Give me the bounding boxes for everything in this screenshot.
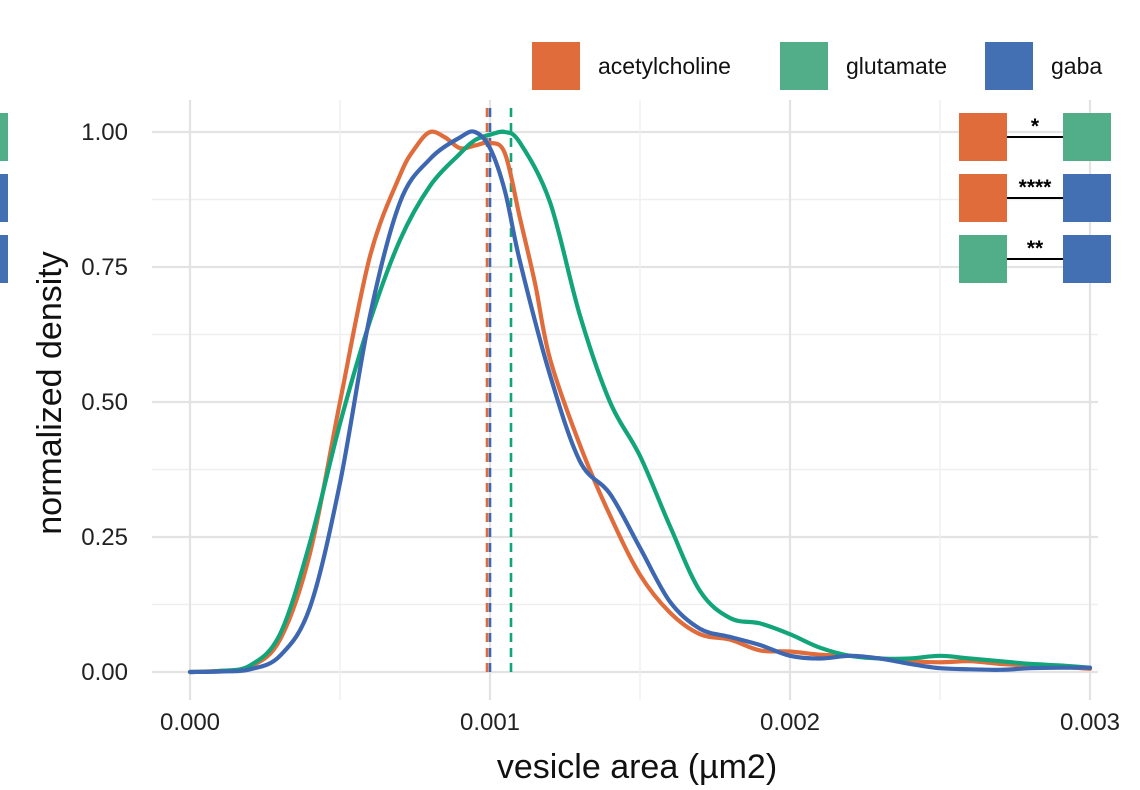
y-tick-label: 0.25 xyxy=(81,524,128,551)
significance-swatch-gaba xyxy=(1063,235,1111,283)
y-tick-label: 0.75 xyxy=(81,254,128,281)
significance-swatch-acetylcholine xyxy=(959,174,1007,222)
x-tick-label: 0.003 xyxy=(1060,709,1120,736)
significance-swatch-acetylcholine xyxy=(959,113,1007,161)
significance-swatch-glutamate xyxy=(959,235,1007,283)
x-tick-label: 0.001 xyxy=(460,709,520,736)
significance-label: ** xyxy=(1027,237,1044,260)
density-curves xyxy=(187,129,1093,675)
x-axis-ticks: 0.000 0.001 0.002 0.003 xyxy=(160,709,1120,736)
y-axis-title: normalized density xyxy=(31,251,69,534)
significance-swatch-glutamate xyxy=(1063,113,1111,161)
legend: acetylcholine glutamate gaba xyxy=(532,42,1102,90)
legend-swatch-gaba xyxy=(985,42,1033,90)
edge-swatch-glutamate xyxy=(0,113,8,161)
density-curve-glutamate xyxy=(187,129,1093,675)
significance-panel: ******* xyxy=(959,113,1111,283)
y-axis-ticks: 0.00 0.25 0.50 0.75 1.00 xyxy=(81,119,128,686)
y-tick-label: 0.00 xyxy=(81,659,128,686)
y-tick-label: 0.50 xyxy=(81,389,128,416)
mean-lines xyxy=(485,108,513,678)
legend-label-gaba: gaba xyxy=(1051,53,1102,79)
density-curve-acetylcholine xyxy=(187,129,1093,675)
significance-swatch-gaba xyxy=(1063,174,1111,222)
edge-swatch-gaba xyxy=(0,235,8,283)
edge-swatch-gaba xyxy=(0,174,8,222)
x-tick-label: 0.002 xyxy=(760,709,820,736)
x-tick-label: 0.000 xyxy=(160,709,220,736)
legend-swatch-glutamate xyxy=(780,42,828,90)
significance-label: * xyxy=(1031,115,1040,138)
legend-label-glutamate: glutamate xyxy=(846,53,947,79)
legend-swatch-acetylcholine xyxy=(532,42,580,90)
y-tick-label: 1.00 xyxy=(81,119,128,146)
density-curve-gaba xyxy=(187,129,1093,675)
left-edge-swatches xyxy=(0,113,8,283)
x-axis-title: vesicle area (µm2) xyxy=(497,748,777,786)
legend-label-acetylcholine: acetylcholine xyxy=(598,53,731,79)
significance-label: **** xyxy=(1019,176,1053,199)
